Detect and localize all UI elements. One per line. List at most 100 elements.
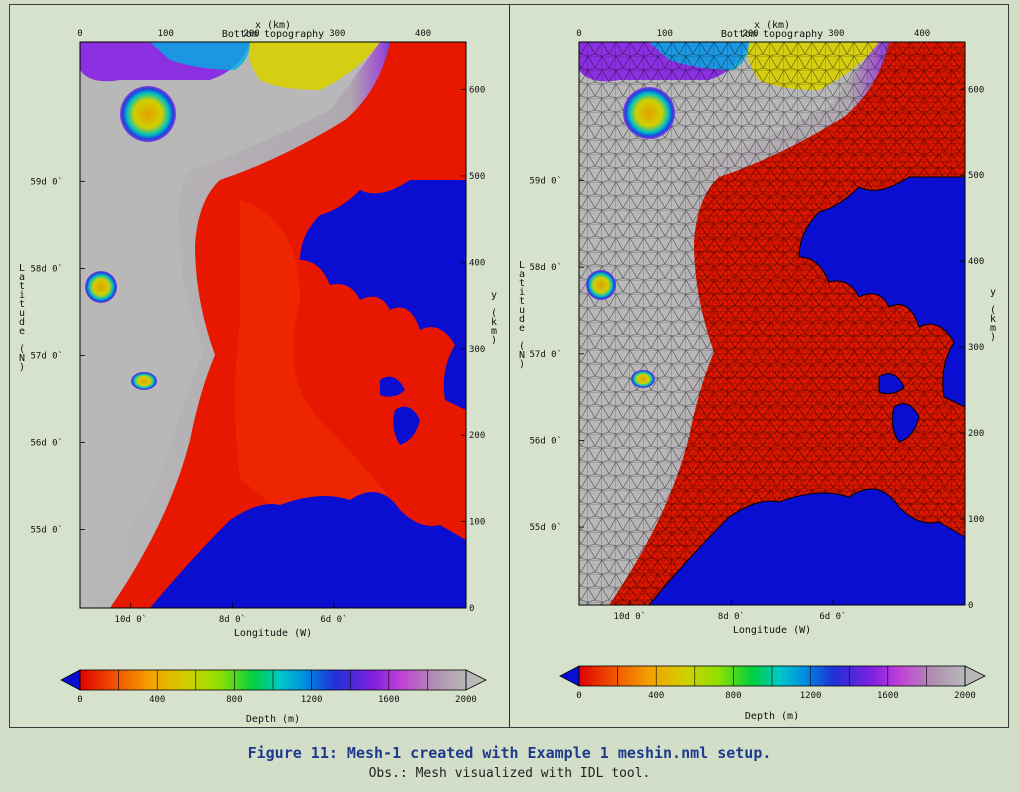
seamount-rosemary	[623, 87, 675, 139]
x-top-tick-label: 200	[243, 29, 259, 39]
y-right-tick-label: 600	[968, 85, 984, 95]
y-left-tick-label: 58d 0`	[529, 262, 562, 273]
colorbar-tick-label: 2000	[954, 691, 976, 701]
land-islands	[878, 373, 920, 443]
y-left-tick-label: 55d 0`	[30, 525, 63, 536]
y-right-tick-label: 600	[469, 86, 485, 96]
y-left-tick-label: 56d 0`	[529, 435, 562, 446]
colorbar-high-arrow	[964, 665, 986, 687]
panel-divider	[509, 4, 510, 728]
colorbar-tick-labels: 0 400 800 1200 1600 2000	[77, 670, 477, 705]
land-scotland	[300, 180, 466, 410]
y-right-tick-labels: 0 100 200 300 400 500 600	[461, 86, 485, 614]
x-top-tick-label: 400	[415, 29, 431, 39]
y-right-tick-label: 200	[968, 429, 984, 439]
colorbar-tick-label: 0	[576, 691, 581, 701]
y-right-tick-label: 200	[469, 431, 485, 441]
colorbar-tick-label: 1600	[877, 691, 899, 701]
northern-yellow	[248, 42, 380, 90]
x-bottom-tick-label: 8d 0`	[718, 611, 745, 622]
y-right-tick-label: 100	[469, 518, 485, 528]
y-right-tick-label: 400	[469, 258, 485, 268]
y-right-tick-labels: 0 100 200 300 400 500 600	[960, 85, 984, 611]
y-left-tick-label: 58d 0`	[30, 263, 63, 274]
colorbar-tick-label: 1200	[301, 695, 323, 705]
chart-title: Bottom topography	[222, 29, 324, 40]
x-top-tick-label: 400	[914, 29, 930, 39]
map-border	[79, 41, 467, 609]
northern-cyan	[150, 42, 250, 70]
y-left-tick-label: 57d 0`	[30, 350, 63, 361]
x-top-tick-label: 100	[657, 29, 673, 39]
bathymetry-map	[79, 41, 467, 609]
x-top-tick-label: 200	[742, 29, 758, 39]
seamount-rosemary	[120, 86, 176, 142]
land-scotland	[798, 176, 966, 408]
colorbar-tick-label: 1600	[378, 695, 400, 705]
colorbar-tick-label: 400	[648, 691, 664, 701]
figure-caption-title: Figure 11: Mesh-1 created with Example 1…	[247, 744, 772, 762]
y-right-tick-label: 300	[469, 345, 485, 355]
seamount-hebrides	[631, 370, 655, 388]
colorbar-tick-label: 800	[725, 691, 741, 701]
top-axis-label: x (km)	[754, 20, 790, 31]
colorbar-tick-label: 400	[149, 695, 165, 705]
x-top-tick-label: 300	[329, 29, 345, 39]
y-right-tick-label: 100	[968, 515, 984, 525]
colorbar-tick-label: 0	[77, 695, 82, 705]
land-ireland	[150, 492, 466, 608]
y-left-tick-label: 55d 0`	[529, 522, 562, 533]
colorbar-tick-label: 800	[226, 695, 242, 705]
y-left-tick-label: 59d 0`	[529, 176, 562, 187]
x-bottom-tick-labels: 10d 0` 8d 0` 6d 0`	[614, 600, 846, 622]
colorbar-low-arrow	[559, 665, 580, 687]
land-ireland	[647, 488, 966, 606]
seamount-hebrides	[131, 372, 157, 390]
x-bottom-tick-label: 10d 0`	[614, 611, 647, 622]
colorbar-tick-labels: 0 400 800 1200 1600 2000	[576, 666, 976, 701]
x-bottom-tick-labels: 10d 0` 8d 0` 6d 0`	[115, 603, 347, 625]
y-left-tick-labels: 59d 0` 58d 0` 57d 0` 56d 0` 55d 0`	[529, 176, 584, 533]
seamount-anton	[586, 270, 616, 300]
y-axis-label-right: y (k m)	[990, 287, 996, 343]
colorbar-high-arrow	[465, 669, 487, 691]
y-axis-label-right: y (k m)	[491, 290, 497, 346]
y-right-tick-label: 400	[968, 257, 984, 267]
x-top-tick-label: 300	[828, 29, 844, 39]
mesh-fine	[609, 42, 965, 605]
figure-caption-note: Obs.: Mesh visualized with IDL tool.	[368, 766, 651, 781]
x-top-tick-label: 0	[77, 29, 82, 39]
y-right-tick-label: 0	[968, 601, 973, 611]
y-left-tick-label: 57d 0`	[529, 349, 562, 360]
x-axis-label: Longitude (W)	[733, 625, 811, 636]
y-left-tick-label: 56d 0`	[30, 438, 63, 449]
y-left-tick-labels: 59d 0` 58d 0` 57d 0` 56d 0` 55d 0`	[30, 176, 85, 536]
x-bottom-tick-label: 6d 0`	[819, 611, 846, 622]
x-bottom-tick-label: 10d 0`	[115, 614, 148, 625]
top-axis-label: x (km)	[255, 20, 291, 31]
colorbar-low-arrow	[60, 669, 81, 691]
map-border	[578, 41, 966, 606]
chart-title: Bottom topography	[721, 29, 823, 40]
colorbar-label: Depth (m)	[745, 711, 799, 722]
seamount-anton	[85, 271, 117, 303]
mesh-map	[578, 41, 966, 606]
colorbar-tick-label: 2000	[455, 695, 477, 705]
x-axis-label: Longitude (W)	[234, 628, 312, 639]
y-right-tick-label: 0	[469, 604, 474, 614]
land-islands	[380, 376, 420, 445]
y-right-tick-label: 500	[469, 172, 485, 182]
x-bottom-tick-label: 6d 0`	[320, 614, 347, 625]
topography-panel-left: x (km) Bottom topography 0 100 200 300 400 5…	[19, 20, 497, 725]
colorbar-tick-label: 1200	[800, 691, 822, 701]
colorbar-label: Depth (m)	[246, 714, 300, 725]
x-bottom-tick-label: 8d 0`	[219, 614, 246, 625]
colorbar: 0 400 800 1200 1600 2000 Depth (m)	[60, 669, 487, 725]
topography-panel-right: x (km) Bottom topography 0 100 200 300 400 5…	[519, 20, 996, 722]
colorbar: 0 400 800 1200 1600 2000 Depth (m)	[559, 665, 986, 722]
y-right-tick-label: 500	[968, 171, 984, 181]
y-right-tick-label: 300	[968, 343, 984, 353]
